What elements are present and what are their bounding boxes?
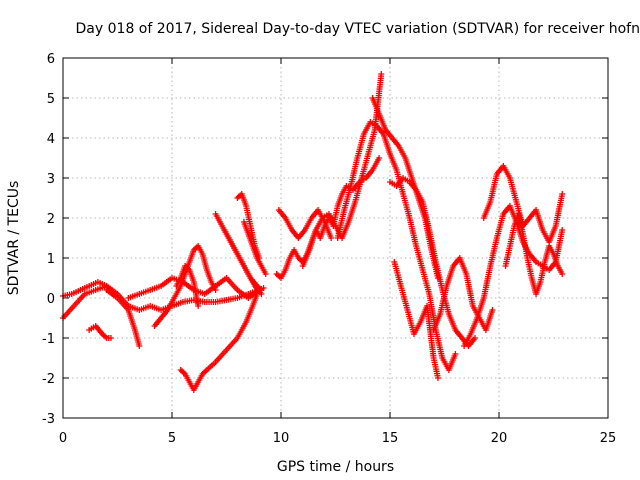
x-tick-label: 15 <box>382 431 399 446</box>
series-arc-8 <box>177 291 261 393</box>
plot-frame <box>62 57 609 419</box>
series-arc-15 <box>299 71 385 269</box>
gridlines <box>63 58 608 418</box>
data-point <box>434 375 441 381</box>
data-point <box>489 307 496 313</box>
series-arc-12 <box>240 219 269 277</box>
y-tick-label: 1 <box>47 252 55 267</box>
data-point <box>212 287 219 293</box>
y-tick-label: 0 <box>47 292 55 307</box>
series-arc-7 <box>173 263 202 309</box>
x-tick-label: 25 <box>600 431 617 446</box>
data-point <box>472 335 479 341</box>
series-arc-3 <box>86 323 114 341</box>
data-point <box>376 155 383 161</box>
x-tick-label: 20 <box>491 431 508 446</box>
data-point <box>262 271 269 277</box>
y-axis-label: SDTVAR / TECUs <box>6 181 22 296</box>
data-point <box>559 271 566 277</box>
y-tick-label: 3 <box>47 172 55 187</box>
x-tick-label: 0 <box>59 431 67 446</box>
series-arc-19 <box>391 259 441 381</box>
data-point <box>559 191 566 197</box>
series-arc-21 <box>461 203 566 349</box>
y-tick-label: -3 <box>42 412 55 427</box>
series-arc-10 <box>221 227 265 293</box>
data-marks <box>60 71 566 393</box>
series-arc-23 <box>502 211 566 297</box>
y-tick-label: -1 <box>42 332 55 347</box>
y-tick-label: 4 <box>47 132 55 147</box>
data-point <box>559 227 566 233</box>
data-point <box>378 71 385 77</box>
data-point <box>328 235 335 241</box>
series-arc-22 <box>480 163 566 245</box>
axis-ticks: 0 5 10 15 20 25 -3 -2 -1 0 1 2 3 4 5 6 <box>42 52 616 446</box>
y-tick-label: 2 <box>47 212 55 227</box>
series-arc-18 <box>387 175 479 349</box>
y-tick-label: 6 <box>47 52 55 67</box>
data-point <box>452 351 459 357</box>
y-tick-label: -2 <box>42 372 55 387</box>
x-tick-label: 10 <box>273 431 290 446</box>
data-point <box>258 287 265 293</box>
series-arc-14 <box>275 207 335 241</box>
x-axis-label: GPS time / hours <box>277 459 394 475</box>
y-tick-label: 5 <box>47 92 55 107</box>
data-point <box>195 303 202 309</box>
series-arc-4 <box>103 287 143 349</box>
series-arc-2 <box>60 279 117 299</box>
series-arc-20 <box>430 255 496 333</box>
series-arc-16 <box>334 119 459 373</box>
data-point <box>107 335 114 341</box>
data-point <box>136 343 143 349</box>
x-tick-label: 5 <box>168 431 176 446</box>
chart-title: Day 018 of 2017, Sidereal Day-to-day VTE… <box>76 21 640 37</box>
series-arc-17 <box>369 95 441 281</box>
